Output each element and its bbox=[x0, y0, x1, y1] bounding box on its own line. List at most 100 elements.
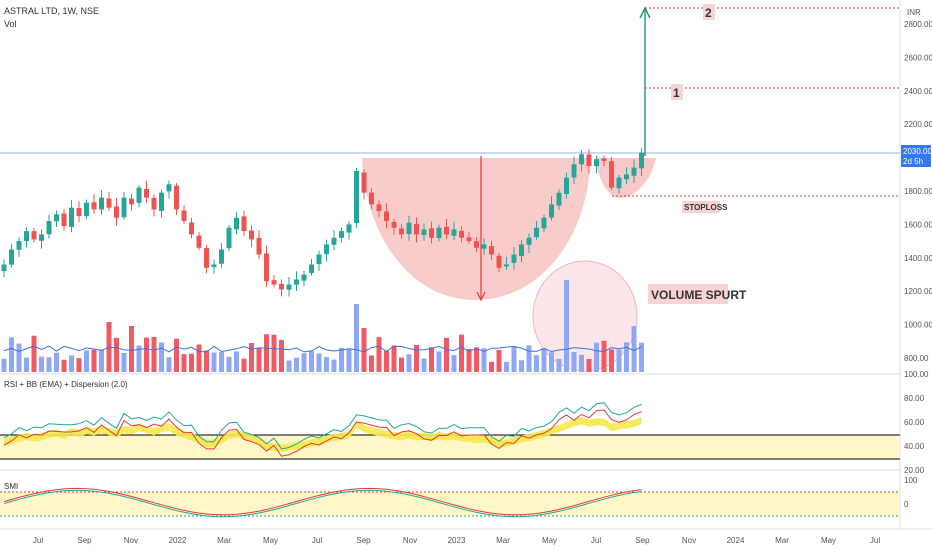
volume-bar bbox=[616, 349, 622, 372]
candle-body bbox=[309, 264, 314, 273]
candle-body bbox=[601, 158, 607, 161]
candle-body bbox=[31, 231, 37, 240]
volume-bar bbox=[391, 345, 397, 372]
price-tick-label: 2800.00 bbox=[904, 20, 932, 29]
candle-body bbox=[496, 255, 502, 268]
smi-signal-line bbox=[3, 489, 642, 518]
candle-body bbox=[286, 284, 292, 290]
candle-body bbox=[526, 237, 532, 245]
rsi-tick-label: 40.00 bbox=[904, 442, 925, 451]
candle-body bbox=[159, 192, 164, 211]
candle-body bbox=[369, 192, 374, 205]
candle-body bbox=[399, 228, 404, 235]
volume-bar bbox=[406, 354, 412, 372]
volume-bar bbox=[601, 340, 607, 372]
volume-bar bbox=[481, 348, 487, 372]
volume-bar bbox=[91, 349, 97, 372]
volume-bar bbox=[181, 354, 187, 372]
candle-body bbox=[226, 227, 232, 249]
volume-bar bbox=[286, 360, 292, 372]
candle-body bbox=[346, 224, 352, 233]
candle-body bbox=[376, 204, 382, 212]
smi-tick-label: 0 bbox=[904, 500, 909, 509]
price-tick-label: 1000.00 bbox=[904, 321, 932, 330]
time-axis-label: Jul bbox=[312, 536, 322, 545]
volume-bar bbox=[196, 344, 202, 372]
time-axis-label: 2023 bbox=[448, 536, 466, 545]
volume-bar bbox=[211, 352, 217, 372]
candle-body bbox=[384, 211, 389, 222]
time-axis-label: Jul bbox=[33, 536, 43, 545]
volume-bar bbox=[489, 361, 494, 372]
candle-body bbox=[609, 161, 614, 188]
candle-body bbox=[466, 237, 472, 242]
volume-bar bbox=[444, 337, 449, 372]
volume-bar bbox=[159, 342, 164, 372]
volume-bar bbox=[301, 353, 307, 372]
price-tick-label: 2600.00 bbox=[904, 53, 932, 62]
candle-body bbox=[504, 264, 509, 267]
cup-pattern bbox=[362, 158, 590, 300]
volume-bar bbox=[234, 351, 239, 372]
candle-body bbox=[549, 204, 554, 218]
target-1-badge bbox=[671, 84, 683, 100]
volume-bar bbox=[511, 346, 517, 372]
candle-body bbox=[241, 216, 247, 232]
candle-body bbox=[46, 221, 52, 235]
candle-body bbox=[594, 159, 599, 167]
smi-line bbox=[3, 487, 642, 516]
volume-bar bbox=[256, 348, 262, 372]
candle-body bbox=[39, 234, 44, 241]
volume-bar bbox=[384, 350, 389, 372]
candle-body bbox=[211, 264, 217, 267]
candle-body bbox=[586, 154, 592, 166]
candle-body bbox=[436, 227, 442, 239]
volume-bar bbox=[39, 356, 44, 372]
volume-bar bbox=[361, 328, 367, 372]
price-tick-label: 1200.00 bbox=[904, 287, 932, 296]
candle-body bbox=[534, 227, 539, 238]
candle-body bbox=[294, 279, 299, 285]
volume-bar bbox=[264, 334, 269, 372]
candle-body bbox=[631, 167, 637, 176]
candle-body bbox=[1, 264, 7, 272]
candle-body bbox=[174, 185, 179, 210]
volume-bar bbox=[219, 351, 224, 372]
volume-bar bbox=[316, 353, 322, 372]
time-axis-label: Nov bbox=[682, 536, 696, 545]
countdown-label: 2d 5h bbox=[903, 157, 923, 166]
time-axis-label: Mar bbox=[775, 536, 789, 545]
candle-body bbox=[181, 210, 187, 222]
candle-body bbox=[151, 197, 157, 210]
candle-body bbox=[339, 231, 344, 238]
candle-body bbox=[451, 229, 457, 236]
volume-bar bbox=[549, 352, 554, 372]
volume-bar bbox=[99, 349, 104, 372]
volume-bar bbox=[189, 353, 194, 372]
volume-bar bbox=[436, 351, 442, 372]
volume-bar bbox=[586, 359, 592, 372]
time-axis-label: Nov bbox=[124, 536, 138, 545]
candle-body bbox=[249, 230, 254, 240]
rsi-line bbox=[3, 409, 642, 457]
time-axis-label: Sep bbox=[77, 536, 92, 545]
depth-arrow-head bbox=[476, 291, 486, 302]
candle-body bbox=[271, 280, 277, 285]
candle-body bbox=[166, 184, 172, 192]
volume-bar bbox=[294, 357, 299, 372]
candle-body bbox=[414, 223, 419, 235]
volume-bar bbox=[1, 358, 7, 372]
candle-body bbox=[144, 189, 149, 198]
volume-bar bbox=[496, 349, 502, 372]
candle-body bbox=[234, 217, 239, 230]
volume-bar bbox=[129, 326, 134, 372]
volume-bar bbox=[46, 357, 52, 372]
rsi-tick-label: 20.00 bbox=[904, 466, 925, 475]
candle-body bbox=[556, 192, 562, 206]
volume-bar bbox=[541, 348, 547, 372]
candle-body bbox=[129, 198, 134, 205]
rsi-bb-band bbox=[4, 416, 642, 452]
candle-body bbox=[61, 213, 67, 227]
rsi-axis: 100.00 80.00 60.00 40.00 20.00 bbox=[904, 370, 929, 475]
